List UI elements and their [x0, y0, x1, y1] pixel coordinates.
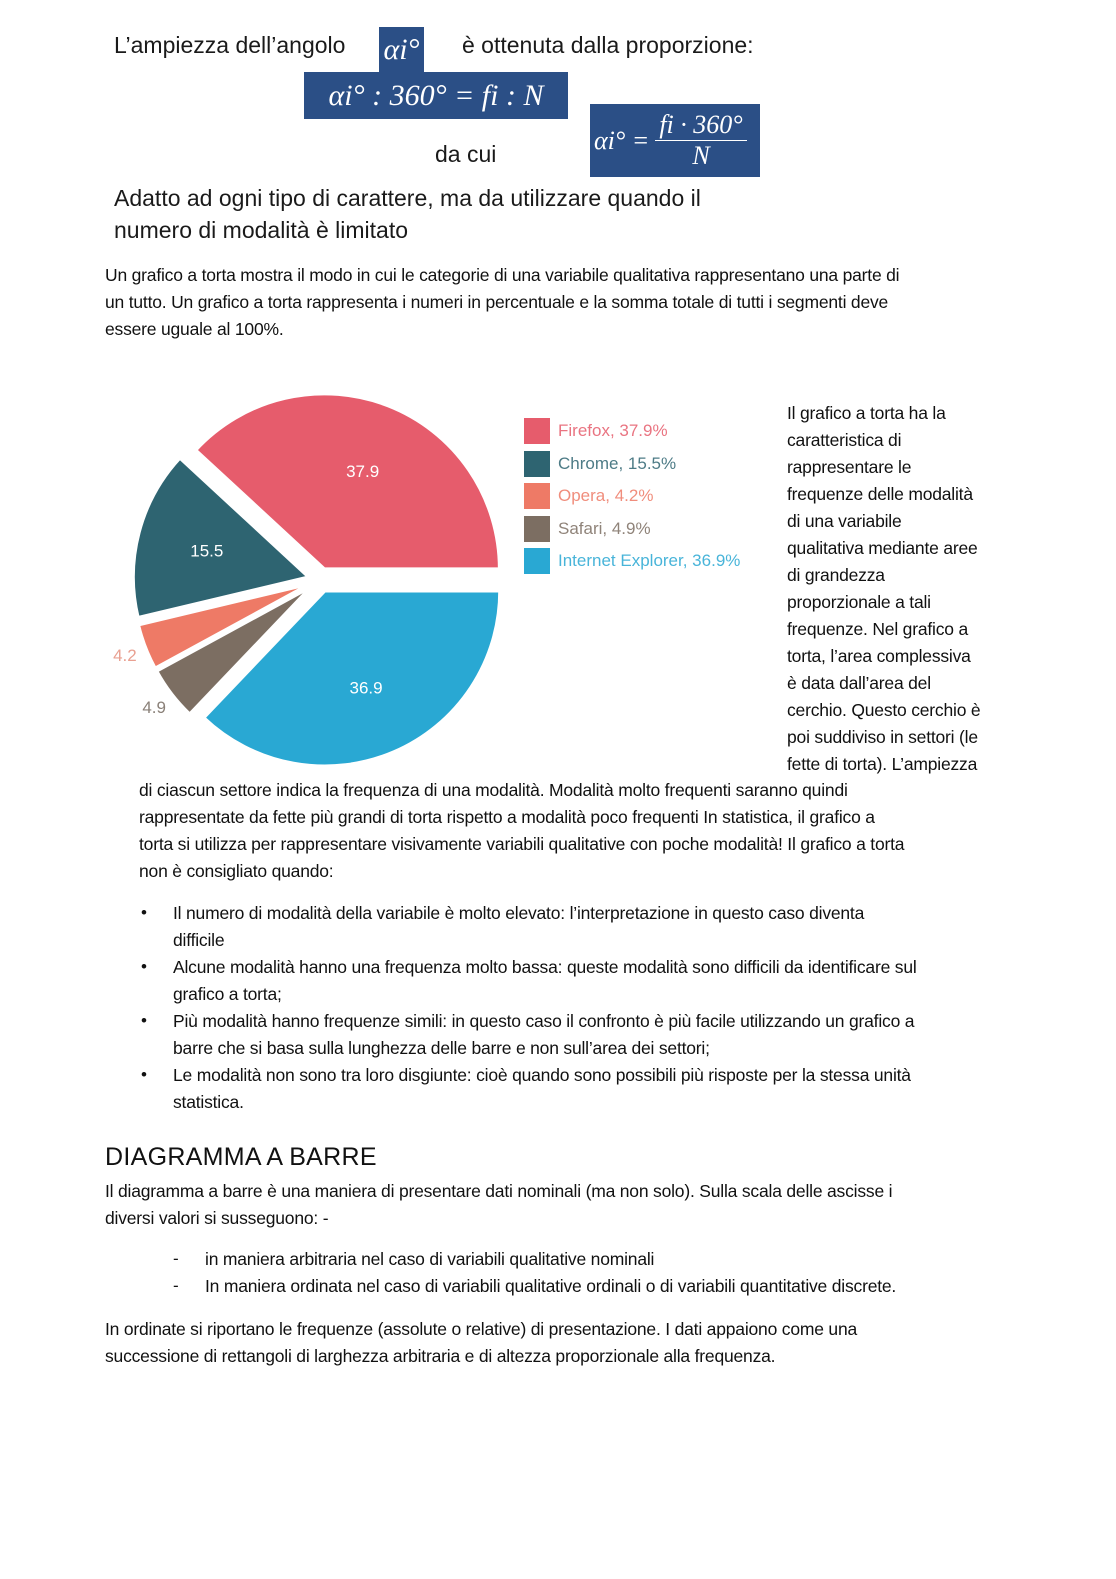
formula-numerator: fi · 360° — [655, 110, 747, 141]
formula-alpha: αi° — [379, 27, 424, 73]
legend-label: Opera, 4.2% — [558, 486, 654, 505]
legend-label: Safari, 4.9% — [558, 518, 651, 538]
dash-marker: - — [173, 1249, 179, 1268]
para2-line: rappresentate da fette più grandi di tor… — [139, 807, 875, 827]
para1-line: un tutto. Un grafico a torta rappresenta… — [105, 292, 889, 312]
legend-item: Chrome, 15.5% — [524, 450, 677, 477]
formula-proportion: αi° : 360° = fi : N — [304, 72, 568, 119]
dash-marker: - — [173, 1276, 179, 1295]
para1-line: essere uguale al 100%. — [105, 319, 284, 339]
side-text-line: di una variabile — [787, 511, 902, 531]
legend-swatch — [524, 483, 550, 509]
da-cui-text: da cui — [435, 141, 497, 167]
formula-result-lhs: αi° = — [594, 125, 650, 155]
side-text-line: rappresentare le — [787, 457, 912, 477]
side-text-line: qualitativa mediante aree — [787, 538, 978, 558]
pie-data-label: 15.5 — [190, 541, 223, 560]
side-text-line: è data dall’area del — [787, 673, 931, 693]
bullet-item-line: Le modalità non sono tra loro disgiunte:… — [173, 1065, 911, 1085]
pie-slice-safari — [154, 585, 312, 717]
para2-line: di ciascun settore indica la frequenza d… — [139, 780, 848, 800]
para3-line: diversi valori si susseguono: - — [105, 1208, 329, 1228]
bullet-marker: • — [141, 1011, 147, 1030]
para1-line: Un grafico a torta mostra il modo in cui… — [105, 265, 900, 285]
pie-chart: 37.9 15.5 4.2 4.9 36.9 — [113, 392, 502, 768]
side-text-line: proporzionale a tali — [787, 592, 931, 612]
para3-line: Il diagramma a barre è una maniera di pr… — [105, 1181, 893, 1201]
bullet-item-line: Il numero di modalità della variabile è … — [173, 903, 865, 923]
bullet-item-line: difficile — [173, 930, 225, 950]
bullet-marker: • — [141, 903, 147, 922]
bullet-item-line: grafico a torta; — [173, 984, 282, 1004]
section-title: DIAGRAMMA A BARRE — [105, 1143, 377, 1171]
bullet-marker: • — [141, 957, 147, 976]
pie-data-label: 4.9 — [142, 698, 166, 717]
formula-fraction: fi · 360° N — [655, 110, 747, 171]
legend-swatch — [524, 515, 550, 542]
para4-line: successione di rettangoli di larghezza a… — [105, 1346, 776, 1366]
side-text-line: Il grafico a torta ha la — [787, 403, 946, 423]
formula-result: αi° = fi · 360° N — [590, 104, 760, 177]
note-line-2: numero di modalità è limitato — [114, 217, 409, 243]
legend-label: Chrome, 15.5% — [558, 453, 677, 473]
side-text-line: fette di torta). L’ampiezza — [787, 754, 978, 774]
note-line-1: Adatto ad ogni tipo di carattere, ma da … — [114, 185, 701, 211]
para4-line: In ordinate si riportano le frequenze (a… — [105, 1319, 858, 1339]
pie-data-label: 36.9 — [350, 679, 383, 698]
side-text-line: cerchio. Questo cerchio è — [787, 700, 981, 720]
formula-denominator: N — [692, 141, 710, 170]
legend-item: Firefox, 37.9% — [524, 418, 668, 444]
side-text-line: caratteristica di — [787, 430, 902, 450]
pie-slice-opera — [136, 582, 310, 671]
pie-data-label: 37.9 — [346, 462, 379, 481]
legend-swatch — [524, 450, 550, 477]
bullet-item-line: barre che si basa sulla lunghezza delle … — [173, 1038, 710, 1058]
pie-data-label: 4.2 — [113, 646, 137, 665]
side-text-line: poi suddiviso in settori (le — [787, 727, 978, 747]
pie-slice-firefox — [193, 392, 501, 571]
legend-label: Internet Explorer, 36.9% — [558, 551, 741, 570]
side-text-line: torta, l’area complessiva — [787, 646, 971, 666]
bullet-item-line: Alcune modalità hanno una frequenza molt… — [173, 957, 917, 977]
dash-item: In maniera ordinata nel caso di variabil… — [205, 1276, 897, 1296]
bullet-item-line: Più modalità hanno frequenze simili: in … — [173, 1011, 915, 1031]
side-text-line: frequenze. Nel grafico a — [787, 619, 969, 639]
dash-item: in maniera arbitraria nel caso di variab… — [205, 1249, 655, 1269]
pie-slice-internet-explorer — [201, 589, 502, 768]
pie-slice-chrome — [131, 456, 312, 620]
legend-swatch — [524, 418, 550, 444]
para2-line: torta si utilizza per rappresentare visi… — [139, 834, 905, 854]
legend-swatch — [524, 548, 550, 574]
bullet-marker: • — [141, 1065, 147, 1084]
side-text-line: frequenze delle modalità — [787, 484, 973, 504]
bullet-item-line: statistica. — [173, 1092, 244, 1112]
intro-text-post: è ottenuta dalla proporzione: — [462, 32, 754, 58]
para2-line: non è consigliato quando: — [139, 861, 334, 881]
legend-label: Firefox, 37.9% — [558, 421, 668, 440]
intro-text-pre: L’ampiezza dell’angolo — [114, 32, 346, 58]
legend-item: Internet Explorer, 36.9% — [524, 548, 740, 574]
side-text-line: di grandezza — [787, 565, 885, 585]
legend-item: Safari, 4.9% — [524, 515, 651, 542]
legend-item: Opera, 4.2% — [524, 483, 653, 509]
